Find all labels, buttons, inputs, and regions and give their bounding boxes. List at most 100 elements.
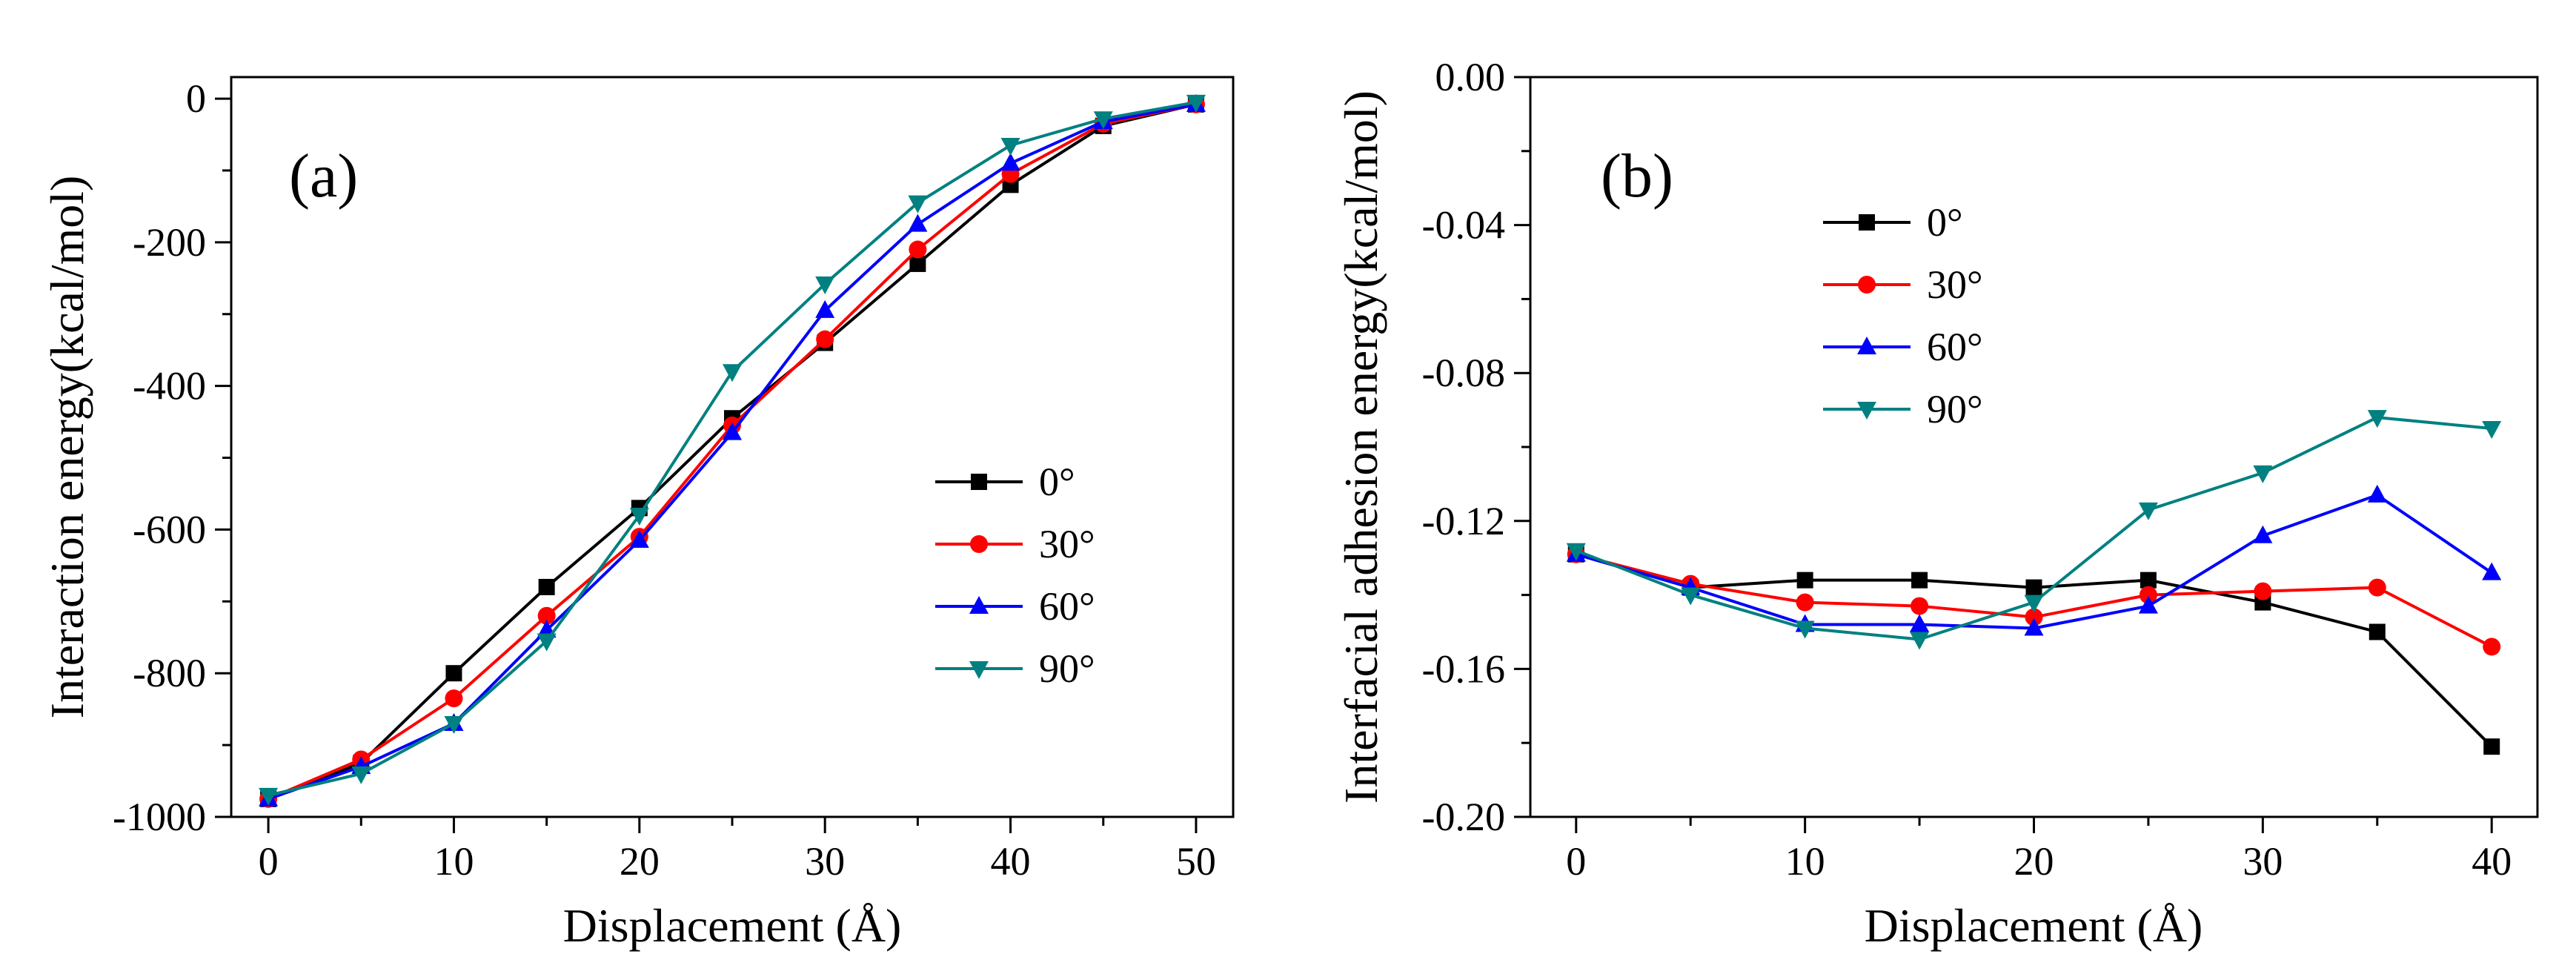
chart-b-series bbox=[1566, 410, 2502, 755]
series-line-2 bbox=[268, 102, 1197, 801]
y-tick-label: -200 bbox=[133, 220, 206, 265]
data-point bbox=[1796, 572, 1813, 589]
chart-a-plot-frame bbox=[230, 76, 1235, 818]
data-point bbox=[816, 330, 834, 348]
x-tick-label: 10 bbox=[1785, 839, 1825, 884]
chart-b: 0 10 20 30 40 -0.20 -0.16 -0.12 -0.08 -0.04 0.00 (… bbox=[1335, 55, 2539, 952]
data-point bbox=[1566, 543, 1586, 561]
x-tick-label: 0 bbox=[1566, 839, 1586, 884]
data-point bbox=[723, 364, 742, 382]
data-point bbox=[444, 716, 464, 735]
chart-a-x-axis-title: Displacement (Å) bbox=[563, 899, 902, 952]
legend-label: 60° bbox=[1039, 584, 1095, 629]
chart-b-plot-frame bbox=[1529, 76, 2539, 818]
legend-marker bbox=[1857, 337, 1876, 354]
y-tick-label: -0.16 bbox=[1422, 646, 1505, 691]
y-tick-label: -0.08 bbox=[1422, 351, 1505, 395]
data-point bbox=[2368, 623, 2386, 640]
data-point bbox=[259, 787, 279, 806]
data-point bbox=[2253, 465, 2273, 483]
data-point bbox=[351, 766, 371, 784]
legend-marker bbox=[1858, 276, 1876, 294]
x-tick-label: 10 bbox=[434, 839, 474, 884]
data-point bbox=[2025, 608, 2043, 626]
x-tick-label: 20 bbox=[620, 839, 660, 884]
x-tick-label: 0 bbox=[259, 839, 279, 884]
data-point bbox=[2368, 578, 2386, 597]
y-tick-label: -1000 bbox=[113, 795, 206, 839]
chart-a-y-axis-title: Interaction energy(kcal/mol) bbox=[41, 176, 93, 719]
legend-marker bbox=[969, 661, 989, 679]
data-point bbox=[723, 422, 742, 440]
series-line-1 bbox=[268, 102, 1197, 801]
series-line-0 bbox=[268, 102, 1197, 801]
data-point bbox=[629, 529, 649, 548]
chart-b-panel-label: (b) bbox=[1601, 142, 1673, 211]
data-point bbox=[1911, 572, 1928, 589]
y-tick-label: -600 bbox=[133, 507, 206, 552]
series-line-3 bbox=[268, 100, 1197, 797]
data-point bbox=[2140, 572, 2157, 589]
x-tick-label: 40 bbox=[991, 839, 1031, 884]
data-point bbox=[1911, 597, 1929, 615]
data-point bbox=[1795, 620, 1815, 639]
data-point bbox=[537, 633, 557, 652]
data-point bbox=[908, 213, 928, 232]
legend-label: 0° bbox=[1927, 200, 1963, 245]
x-tick-label: 40 bbox=[2472, 839, 2512, 884]
chart-b-x-axis-title: Displacement (Å) bbox=[1865, 899, 2203, 952]
data-point bbox=[2367, 484, 2387, 503]
legend-marker bbox=[971, 474, 987, 490]
y-tick-label: -0.04 bbox=[1422, 203, 1505, 248]
data-point bbox=[2483, 738, 2500, 755]
legend-label: 0° bbox=[1039, 460, 1075, 504]
chart-a-legend: 0° 30° 60° 90° bbox=[935, 460, 1095, 691]
chart-a-tick-labels: 0 10 20 30 40 50 -1000 -800 -600 -400 -200 0 bbox=[113, 76, 1216, 884]
x-tick-label: 20 bbox=[2014, 839, 2054, 884]
data-point bbox=[445, 689, 463, 708]
legend-label: 60° bbox=[1927, 325, 1983, 369]
data-point bbox=[2253, 525, 2273, 543]
data-point bbox=[2139, 586, 2157, 604]
chart-b-legend: 0° 30° 60° 90° bbox=[1823, 200, 1983, 431]
legend-label: 30° bbox=[1927, 262, 1983, 307]
x-tick-label: 30 bbox=[805, 839, 845, 884]
data-point bbox=[1910, 614, 1930, 632]
data-point bbox=[2138, 502, 2158, 520]
chart-b-tick-labels: 0 10 20 30 40 -0.20 -0.16 -0.12 -0.08 -0.04 0.00 bbox=[1422, 55, 2512, 884]
data-point bbox=[2024, 595, 2044, 613]
data-point bbox=[909, 240, 927, 259]
data-point bbox=[445, 665, 462, 682]
legend-marker bbox=[969, 596, 989, 614]
data-point bbox=[1000, 153, 1020, 171]
data-point bbox=[815, 276, 835, 295]
legend-marker bbox=[970, 535, 988, 553]
data-point bbox=[2025, 579, 2042, 596]
data-point bbox=[1186, 94, 1206, 113]
x-tick-label: 50 bbox=[1176, 839, 1216, 884]
data-point bbox=[2138, 595, 2158, 614]
x-tick-label: 30 bbox=[2243, 839, 2283, 884]
chart-b-y-axis-title: Interfacial adhesion energy(kcal/mol) bbox=[1335, 90, 1387, 804]
data-point bbox=[909, 255, 926, 272]
data-point bbox=[2483, 637, 2501, 656]
data-point bbox=[908, 195, 928, 213]
y-tick-label: -400 bbox=[133, 364, 206, 408]
y-tick-label: 0 bbox=[186, 76, 206, 121]
y-tick-label: -800 bbox=[133, 651, 206, 695]
y-tick-label: 0.00 bbox=[1435, 55, 1506, 99]
data-point bbox=[2367, 410, 2387, 428]
data-point bbox=[1681, 587, 1701, 606]
chart-b-ticks bbox=[1514, 76, 2493, 833]
data-point bbox=[1000, 138, 1020, 156]
data-point bbox=[2482, 421, 2502, 440]
data-point bbox=[815, 299, 835, 318]
data-point bbox=[1910, 632, 1930, 650]
y-tick-label: -0.20 bbox=[1422, 795, 1505, 839]
legend-marker bbox=[1857, 402, 1876, 420]
data-point bbox=[2482, 562, 2502, 580]
data-point bbox=[2254, 582, 2272, 600]
legend-marker bbox=[1859, 214, 1875, 231]
legend-label: 90° bbox=[1927, 387, 1983, 431]
